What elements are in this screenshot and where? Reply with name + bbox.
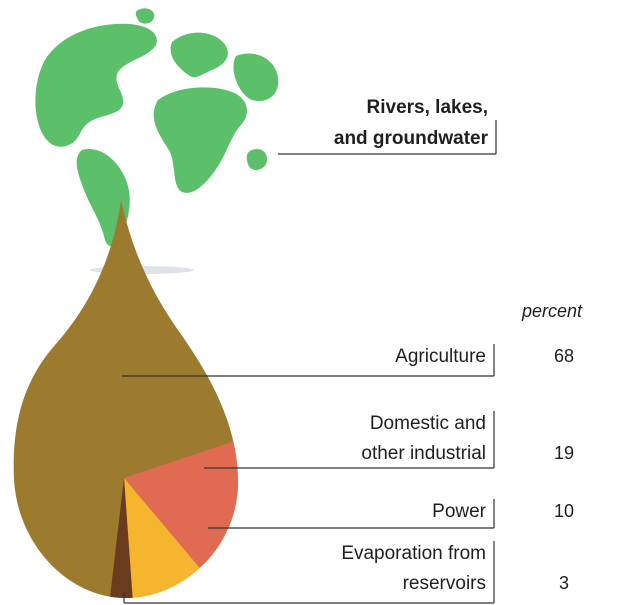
category-label-agriculture-line-1: Agriculture <box>395 346 486 367</box>
chart-title-line-2: and groundwater <box>334 128 489 149</box>
unit-label: percent <box>521 301 583 321</box>
category-label-evaporation-from-reservoirs-line-2: reservoirs <box>403 573 486 594</box>
category-label-domestic-and-other-industrial-line-2: other industrial <box>361 443 486 464</box>
category-label-power-line-1: Power <box>432 501 487 522</box>
category-label-domestic-and-other-industrial-line-1: Domestic and <box>370 413 486 434</box>
category-label-evaporation-from-reservoirs-line-1: Evaporation from <box>341 543 486 564</box>
pie-slice-power <box>124 478 205 599</box>
value-label-domestic-and-other-industrial: 19 <box>554 443 574 463</box>
value-label-evaporation-from-reservoirs: 3 <box>559 573 569 593</box>
value-label-agriculture: 68 <box>554 346 574 366</box>
globe-icon <box>35 8 279 247</box>
pie-slice-domestic-and-other-industrial <box>124 438 238 574</box>
value-label-power: 10 <box>554 501 574 521</box>
chart-title-line-1: Rivers, lakes, <box>367 97 488 118</box>
pie-slice-evaporation-from-reservoirs <box>109 478 133 599</box>
